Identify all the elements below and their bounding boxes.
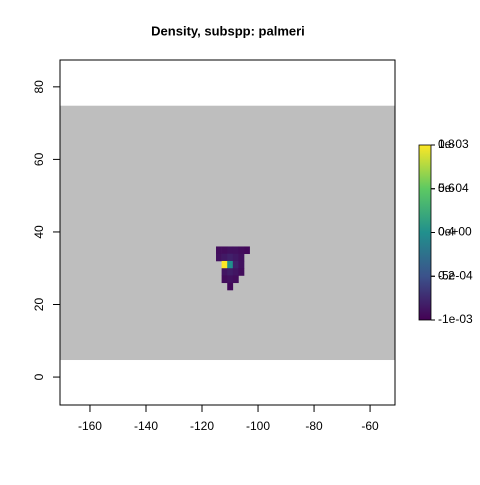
- y-tick-label: 40: [32, 225, 46, 239]
- cell: [232, 268, 239, 276]
- colorbar-tick-label: 0.4: [438, 225, 455, 239]
- cell: [227, 282, 234, 291]
- colorbar-tick-label: 0e+00: [438, 225, 472, 239]
- raster-extent: [60, 105, 395, 361]
- cell: [232, 246, 239, 255]
- cell: [232, 275, 239, 284]
- cell: [238, 268, 245, 276]
- cell: [221, 268, 228, 276]
- y-tick-label: 60: [32, 152, 46, 166]
- plot-frame: [59, 59, 396, 406]
- y-tick-label: 80: [32, 80, 46, 94]
- cell: [221, 275, 228, 284]
- cell: [238, 246, 245, 255]
- cell: [238, 260, 245, 269]
- colorbar-tick-label: 5e-04: [438, 181, 469, 195]
- cell: [216, 253, 222, 262]
- y-tick-label: 0: [32, 373, 46, 380]
- colorbar-tick-label: 0.2: [438, 268, 455, 282]
- cell: [221, 253, 228, 262]
- colorbar-tick-label: -1e-03: [438, 312, 473, 326]
- colorbar-tick-label: -5e-04: [438, 268, 473, 282]
- cell: [238, 253, 245, 262]
- colorbar: [418, 144, 432, 321]
- colorbar-tick-label: 1e-03: [438, 137, 469, 151]
- y-tick-label: 20: [32, 298, 46, 312]
- cell: [227, 268, 234, 276]
- x-tick-label: -160: [78, 419, 102, 433]
- cell: [227, 260, 234, 269]
- cell: [216, 246, 222, 255]
- x-tick-label: -140: [134, 419, 158, 433]
- cell: [227, 246, 234, 255]
- cell: [232, 260, 239, 269]
- cell: [244, 246, 250, 255]
- cell: [227, 275, 234, 284]
- x-tick-label: -80: [305, 419, 323, 433]
- chart-title: Density, subspp: palmeri: [151, 23, 305, 38]
- cell: [221, 246, 228, 255]
- x-tick-label: -60: [361, 419, 379, 433]
- colorbar-tick-label: 0.6: [438, 181, 455, 195]
- colorbar-tick-label: 0.8: [438, 137, 455, 151]
- x-tick-label: -100: [246, 419, 270, 433]
- cell: [221, 260, 228, 269]
- x-tick-label: -120: [190, 419, 214, 433]
- cell: [232, 253, 239, 262]
- cell: [227, 253, 234, 262]
